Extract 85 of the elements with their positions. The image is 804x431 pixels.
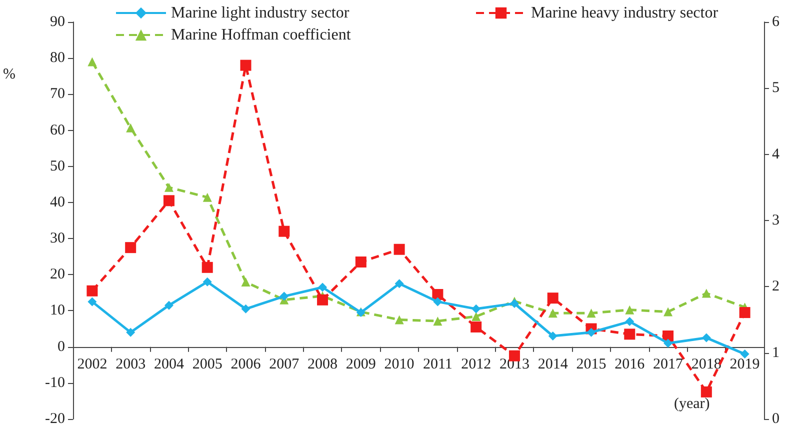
point (739, 307, 750, 318)
point (702, 288, 711, 298)
point (280, 292, 289, 301)
point (586, 328, 596, 337)
point (472, 304, 481, 314)
point (740, 350, 750, 359)
x-tick-label: 2018 (691, 356, 722, 373)
x-tick-label: 2005 (192, 356, 222, 373)
legend-label: Marine heavy industry sector (531, 4, 719, 22)
point (470, 321, 482, 332)
x-tick-label: 2002 (77, 356, 108, 373)
point (318, 282, 328, 292)
point (86, 285, 98, 296)
point (317, 294, 328, 306)
point (163, 195, 174, 206)
point (355, 256, 366, 268)
point (700, 386, 712, 398)
point (126, 123, 136, 132)
x-tick-label: 2016 (614, 356, 646, 373)
y-tick-label: 40 (50, 194, 65, 210)
legend-label: Marine light industry sector (171, 4, 350, 22)
y-tick-label: 30 (50, 230, 65, 247)
point (547, 292, 558, 304)
point (586, 308, 596, 318)
point (510, 299, 519, 308)
point (472, 312, 481, 321)
point (240, 60, 252, 71)
y2-tick-label: 1 (772, 344, 780, 361)
y-tick-label: 90 (50, 14, 65, 30)
point (202, 277, 212, 286)
y2-tick-label: 2 (772, 278, 780, 295)
y2-tick-label: 3 (772, 212, 780, 228)
point (625, 317, 634, 326)
x-tick-label: 2019 (730, 356, 760, 373)
point (241, 304, 250, 314)
x-tick-label: 2004 (154, 356, 184, 373)
point (625, 305, 634, 314)
y-tick-label: 0 (58, 338, 65, 355)
y2-tick-label: 6 (772, 14, 780, 30)
point (241, 278, 250, 287)
y-tick-label: 50 (50, 158, 65, 174)
y2-tick-label: 0 (772, 411, 780, 427)
y-tick-label: -10 (45, 374, 65, 391)
point (548, 308, 558, 318)
x-tick-label: 2017 (653, 356, 684, 373)
y2-tick-label: 4 (772, 146, 780, 162)
point (433, 297, 442, 306)
point (664, 307, 673, 316)
y-tick-label: 20 (50, 266, 65, 283)
x-tick-label: 2011 (422, 356, 452, 373)
point (278, 226, 290, 237)
y-tick-label: -20 (45, 411, 65, 427)
point (394, 315, 404, 324)
point (164, 300, 174, 310)
legend-label: Marine Hoffman coefficient (171, 26, 352, 44)
point (394, 279, 404, 288)
y-tick-label: 60 (50, 122, 65, 138)
x-tick-label: 2007 (269, 356, 300, 373)
x-tick-label: 2012 (461, 356, 492, 373)
x-tick-label: 2015 (576, 356, 606, 373)
point (548, 331, 558, 340)
x-tick-label: 2010 (384, 356, 414, 373)
x-tick-label: 2009 (346, 356, 376, 373)
y-axis-title: % (3, 66, 16, 82)
point (664, 338, 673, 348)
x-tick-label: 2008 (308, 356, 338, 373)
point (125, 242, 136, 254)
point (202, 262, 213, 273)
x-tick-label: 2006 (230, 356, 262, 373)
y-tick-label: 70 (50, 86, 65, 102)
point (202, 192, 212, 202)
y2-tick-label: 5 (772, 80, 780, 96)
point (433, 316, 442, 326)
x-tick-label: 2014 (538, 356, 568, 373)
x-tick-label: 2003 (116, 356, 146, 373)
point (126, 328, 136, 337)
point (88, 57, 97, 66)
point (88, 297, 97, 306)
y-tick-label: 10 (50, 302, 65, 319)
point (394, 244, 405, 255)
x-axis-title: (year) (674, 396, 710, 412)
point (164, 182, 174, 192)
point (624, 328, 636, 340)
point (702, 333, 711, 342)
y-tick-label: 80 (50, 50, 65, 66)
